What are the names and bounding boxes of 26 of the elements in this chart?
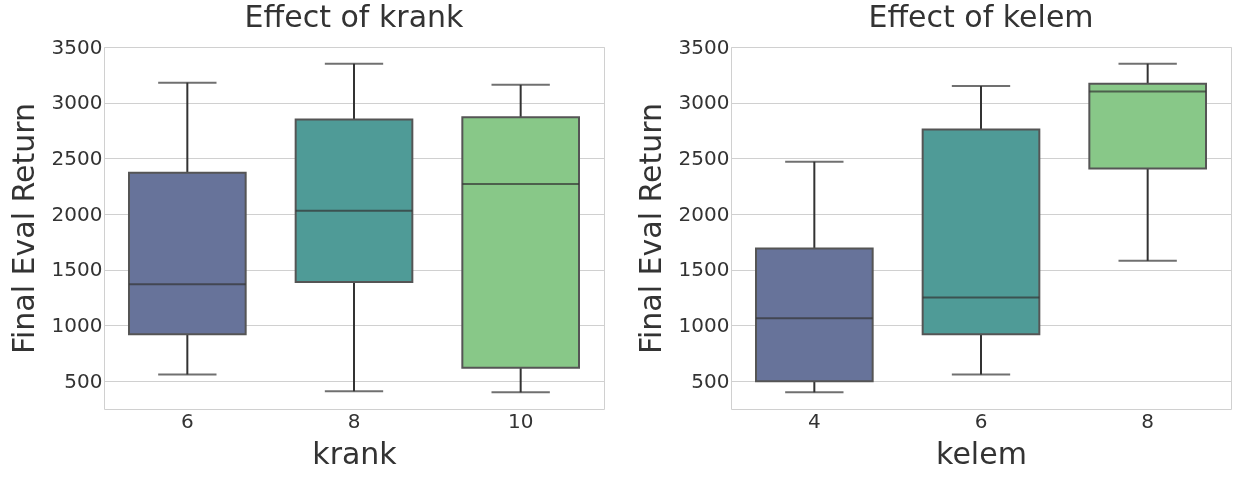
y-tick-label: 1500 xyxy=(51,257,103,282)
y-tick-label: 1000 xyxy=(678,312,730,337)
y-tick-label: 2000 xyxy=(51,201,103,226)
y-tick-label: 2500 xyxy=(678,145,730,170)
y-tick-label: 3500 xyxy=(51,34,103,59)
x-tick-label: 10 xyxy=(507,408,534,433)
y-tick-label: 500 xyxy=(691,368,730,393)
x-tick-label: 6 xyxy=(180,408,194,433)
x-tick-label: 4 xyxy=(807,408,821,433)
y-axis-title: Final Eval Return xyxy=(5,102,41,355)
chart-title: Effect of kelem xyxy=(868,0,1094,34)
chart-title: Effect of krank xyxy=(244,0,465,34)
x-tick-label: 8 xyxy=(347,408,361,433)
y-tick-label: 1000 xyxy=(51,312,103,337)
y-axis-title: Final Eval Return xyxy=(632,102,668,355)
x-axis-title: kelem xyxy=(936,435,1027,471)
y-tick-label: 2000 xyxy=(678,201,730,226)
y-tick-label: 3000 xyxy=(678,90,730,115)
x-tick-label: 8 xyxy=(1141,408,1155,433)
y-tick-label: 3500 xyxy=(678,34,730,59)
y-tick-label: 2500 xyxy=(51,145,103,170)
y-tick-label: 500 xyxy=(64,368,103,393)
y-tick-label: 1500 xyxy=(678,257,730,282)
x-tick-label: 6 xyxy=(974,408,988,433)
y-tick-label: 3000 xyxy=(51,90,103,115)
x-axis-title: krank xyxy=(312,435,398,471)
